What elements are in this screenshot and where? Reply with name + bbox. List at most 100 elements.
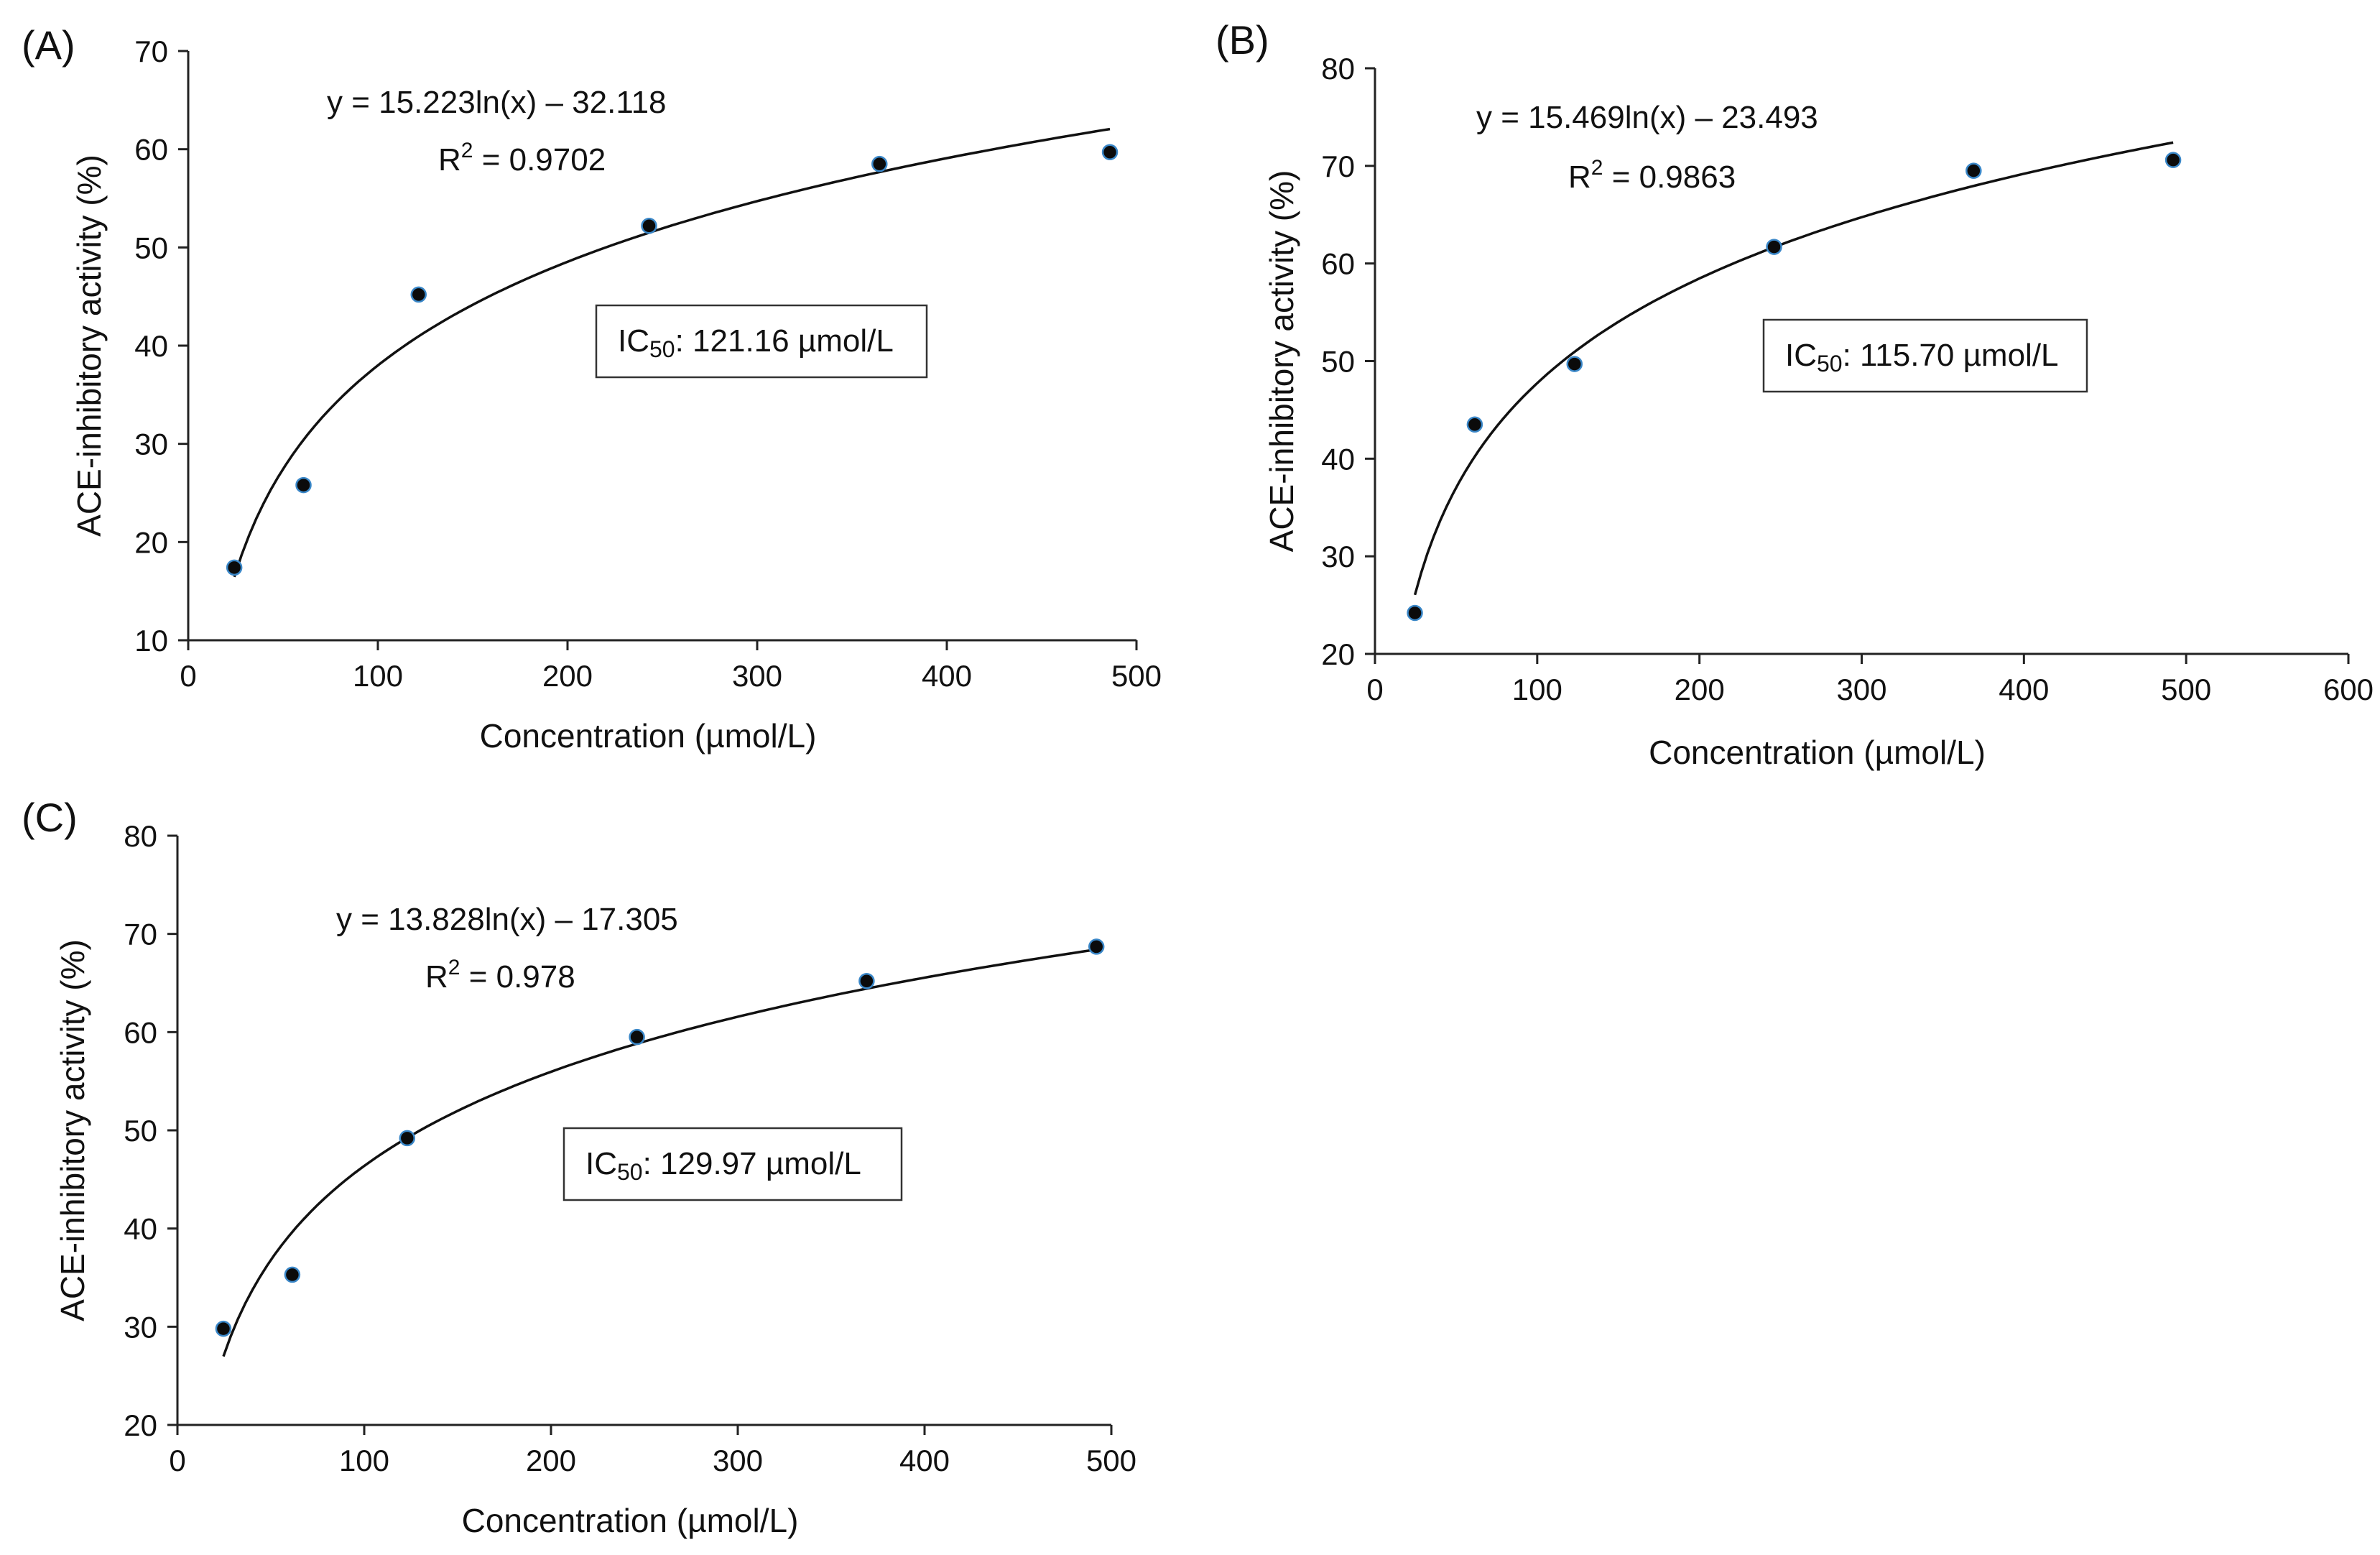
x-tick-label: 300: [1836, 673, 1886, 706]
y-tick-label: 40: [124, 1212, 157, 1246]
panel-label: (C): [22, 795, 78, 840]
x-tick-label: 100: [1512, 673, 1562, 706]
y-tick-label: 60: [124, 1015, 157, 1049]
data-point: [2164, 152, 2182, 168]
r-squared-value: = 0.9702: [473, 142, 606, 177]
data-point: [226, 559, 243, 576]
data-point: [629, 1028, 645, 1046]
x-tick-label: 200: [1675, 673, 1725, 706]
ic50-subscript: 50: [1817, 351, 1843, 377]
ic50-prefix: IC: [618, 323, 649, 359]
ic50-box: [595, 304, 928, 379]
data-point: [1407, 604, 1423, 622]
y-tick-label: 50: [1321, 345, 1355, 379]
x-tick-label: 500: [1086, 1444, 1136, 1477]
r-squared-superscript: 2: [461, 139, 473, 162]
x-tick-label: 300: [713, 1444, 763, 1477]
data-point: [399, 1130, 416, 1147]
x-tick-label: 600: [2323, 673, 2374, 706]
r-squared-symbol: R: [425, 959, 448, 995]
panel-label: (A): [22, 22, 75, 68]
x-tick-label: 0: [180, 659, 196, 693]
y-tick-label: 70: [1321, 149, 1355, 183]
panel-label: (B): [1216, 17, 1269, 63]
ic50-value: : 129.97 µmol/L: [643, 1146, 861, 1181]
x-tick-label: 200: [542, 659, 593, 693]
y-tick-label: 10: [134, 624, 168, 657]
data-point: [295, 476, 312, 494]
ic50-value: : 121.16 µmol/L: [675, 323, 894, 359]
r-squared: R2 = 0.9702: [438, 139, 606, 177]
data-point: [1466, 416, 1483, 433]
x-tick-label: 400: [1999, 673, 2049, 706]
ic50-label: IC50: 115.70 µmol/L: [1785, 338, 2059, 377]
regression-equation: y = 15.469ln(x) – 23.493: [1476, 100, 1818, 135]
x-tick-label: 500: [1111, 659, 1162, 693]
y-tick-label: 70: [134, 34, 168, 68]
regression-equation: y = 13.828ln(x) – 17.305: [336, 902, 678, 937]
fit-curve: [1413, 141, 2174, 596]
data-point: [284, 1266, 301, 1283]
data-point: [410, 286, 427, 303]
regression-equation: y = 15.223ln(x) – 32.118: [327, 85, 667, 120]
data-point: [1965, 162, 1982, 179]
data-point: [215, 1320, 232, 1337]
data-point: [1101, 144, 1119, 161]
ic50-label: IC50: 129.97 µmol/L: [585, 1146, 861, 1185]
r-squared-symbol: R: [438, 142, 461, 177]
y-tick-label: 60: [1321, 247, 1355, 281]
y-tick-label: 60: [134, 133, 168, 167]
y-tick-label: 50: [134, 231, 168, 264]
y-tick-label: 80: [124, 819, 157, 853]
r-squared-symbol: R: [1568, 160, 1591, 195]
y-tick-label: 40: [134, 329, 168, 363]
ic50-prefix: IC: [585, 1146, 617, 1181]
y-tick-label: 30: [1321, 540, 1355, 573]
chart-panel-c: 0 100 200 300 400 500 20 30 40 50 60 70 80 Concentrat…: [22, 795, 1136, 1539]
chart-panel-b: 0 100 200 300 400 500 600 20 30 40 50 60 70 80 Concent…: [1216, 17, 2374, 771]
y-axis-title: ACE-inhibitory activity (%): [54, 939, 91, 1321]
r-squared-value: = 0.978: [460, 959, 575, 995]
data-point: [641, 218, 657, 234]
y-tick-label: 30: [124, 1310, 157, 1344]
ic50-prefix: IC: [1785, 338, 1817, 373]
ic50-subscript: 50: [649, 336, 675, 362]
x-axis-title: Concentration (µmol/L): [1649, 734, 1986, 771]
x-tick-label: 100: [353, 659, 403, 693]
r-squared-superscript: 2: [1591, 156, 1603, 180]
r-squared-value: = 0.9863: [1603, 160, 1736, 195]
r-squared: R2 = 0.978: [425, 956, 575, 995]
x-tick-label: 200: [526, 1444, 576, 1477]
y-tick-label: 20: [134, 525, 168, 559]
data-point: [1566, 356, 1583, 372]
x-tick-label: 400: [922, 659, 972, 693]
x-tick-label: 0: [1366, 673, 1383, 706]
data-point: [858, 973, 875, 989]
x-axis-title: Concentration (µmol/L): [462, 1502, 799, 1539]
y-tick-label: 20: [124, 1408, 157, 1442]
r-squared: R2 = 0.9863: [1568, 156, 1736, 195]
y-tick-label: 80: [1321, 52, 1355, 86]
x-tick-label: 500: [2161, 673, 2211, 706]
x-tick-label: 400: [899, 1444, 950, 1477]
fit-curve: [233, 127, 1111, 578]
y-tick-label: 30: [134, 428, 168, 461]
ic50-subscript: 50: [617, 1159, 643, 1185]
y-axis-title: ACE-inhibitory activity (%): [70, 154, 108, 537]
ic50-label: IC50: 121.16 µmol/L: [618, 323, 894, 362]
x-axis-title: Concentration (µmol/L): [480, 717, 817, 755]
ic50-value: : 115.70 µmol/L: [1843, 338, 2059, 373]
y-tick-label: 20: [1321, 637, 1355, 671]
x-tick-label: 300: [732, 659, 782, 693]
data-point: [1088, 938, 1105, 955]
r-squared-superscript: 2: [448, 956, 460, 979]
y-tick-label: 70: [124, 918, 157, 951]
y-tick-label: 50: [124, 1114, 157, 1148]
ic50-box: [562, 1127, 903, 1201]
data-point: [871, 155, 888, 172]
ic50-box: [1762, 318, 2088, 393]
x-tick-label: 0: [169, 1444, 185, 1477]
chart-panel-a: 0 100 200 300 400 500 10 20 30 40 50 60 70 Concentrat…: [22, 22, 1162, 755]
y-tick-label: 40: [1321, 442, 1355, 476]
